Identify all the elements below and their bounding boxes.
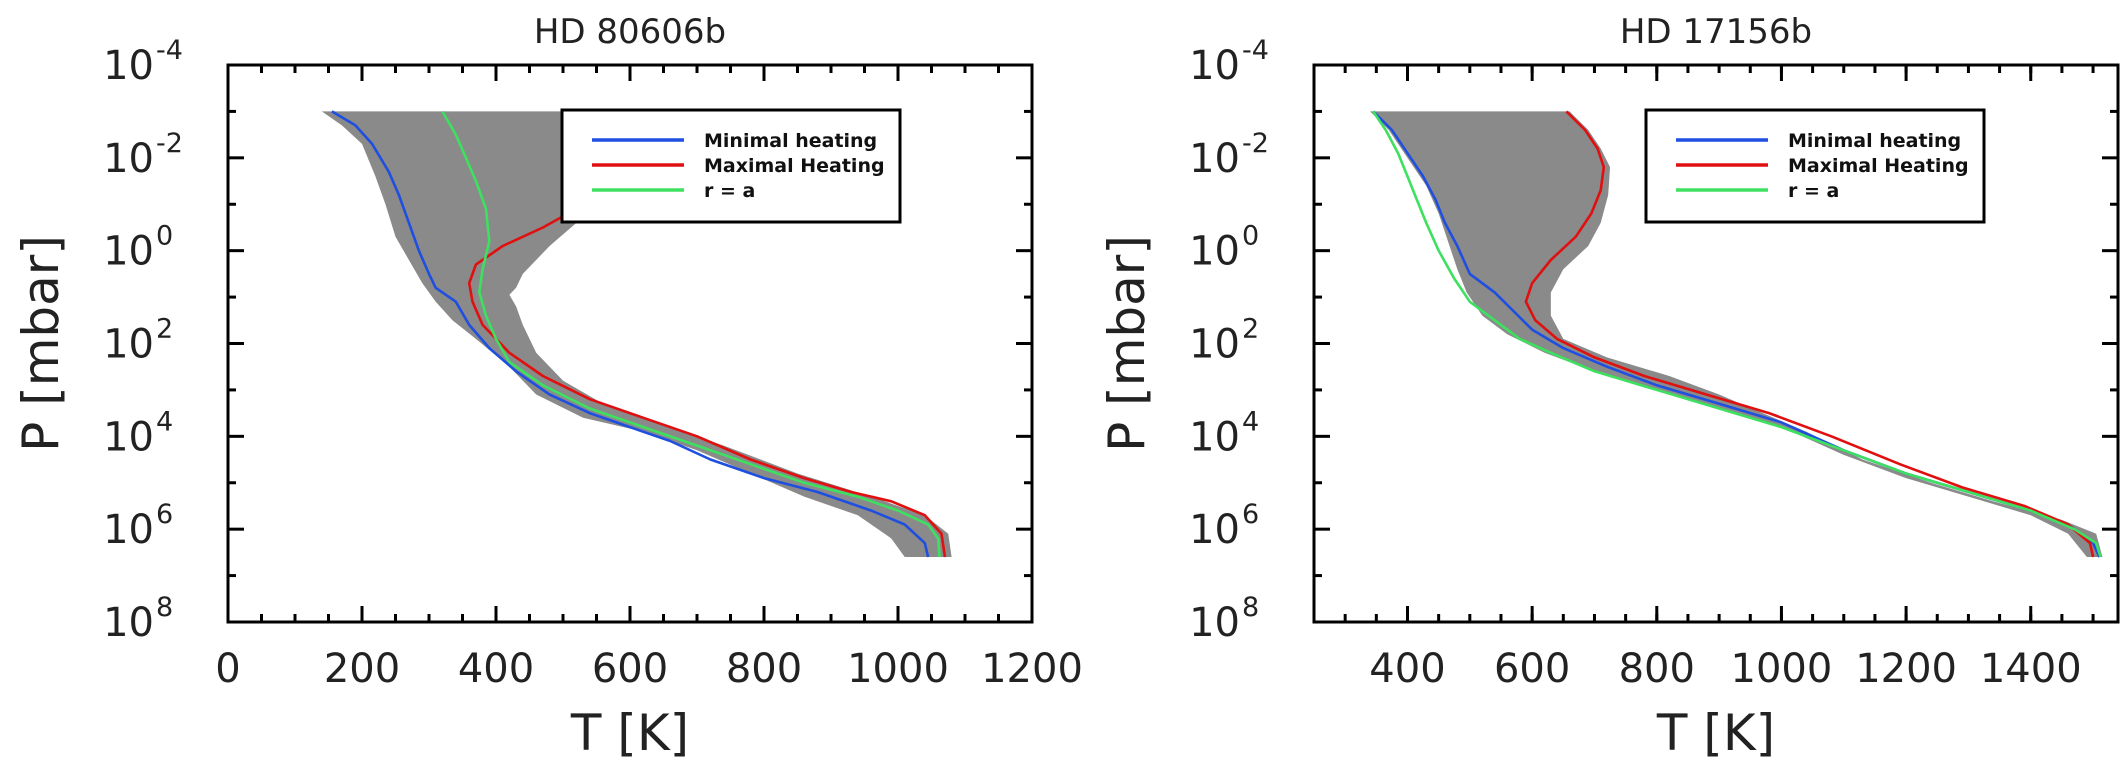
y-tick-exponent: 8 bbox=[156, 592, 173, 623]
y-tick-exponent: -4 bbox=[1242, 35, 1269, 66]
legend-label: Maximal Heating bbox=[1788, 155, 1969, 177]
x-tick-label: 800 bbox=[726, 646, 802, 692]
x-tick-label: 600 bbox=[592, 646, 668, 692]
y-tick-label: 10 bbox=[103, 600, 154, 646]
x-tick-label: 1200 bbox=[981, 646, 1083, 692]
uncertainty-band bbox=[1370, 111, 2103, 558]
y-tick-exponent: 8 bbox=[1242, 592, 1259, 623]
y-tick-exponent: 4 bbox=[156, 406, 173, 437]
x-tick-label: 400 bbox=[1369, 646, 1445, 692]
x-axis-title: T [K] bbox=[570, 704, 689, 762]
x-tick-label: 600 bbox=[1494, 646, 1570, 692]
x-tick-label: 1000 bbox=[847, 646, 949, 692]
series-line-minimal-heating bbox=[331, 110, 930, 558]
series-line-maximal-heating bbox=[1524, 110, 2095, 558]
y-tick-exponent: 2 bbox=[1242, 314, 1259, 345]
legend-label: r = a bbox=[704, 180, 755, 202]
x-tick-label: 1000 bbox=[1731, 646, 1833, 692]
legend: Minimal heating Maximal Heating r = a bbox=[1644, 108, 1986, 224]
y-tick-exponent: 6 bbox=[1242, 499, 1259, 530]
chart-title: HD 80606b bbox=[534, 12, 726, 52]
y-tick-label: 10 bbox=[103, 322, 154, 368]
x-tick-label: 800 bbox=[1619, 646, 1695, 692]
y-tick-label: 10 bbox=[103, 229, 154, 275]
x-tick-label: 400 bbox=[458, 646, 534, 692]
legend-label: Maximal Heating bbox=[704, 155, 885, 177]
x-axis-title: T [K] bbox=[1656, 704, 1775, 762]
y-tick-exponent: 0 bbox=[156, 221, 173, 252]
y-tick-exponent: 4 bbox=[1242, 406, 1259, 437]
y-tick-label: 10 bbox=[1189, 322, 1240, 368]
legend-label: Minimal heating bbox=[1788, 130, 1961, 152]
uncertainty-band bbox=[321, 111, 952, 558]
y-tick-label: 10 bbox=[103, 136, 154, 182]
y-tick-exponent: -4 bbox=[156, 35, 183, 66]
x-tick-label: 0 bbox=[215, 646, 240, 692]
y-tick-label: 10 bbox=[1189, 507, 1240, 553]
y-tick-label: 10 bbox=[103, 43, 154, 89]
y-tick-exponent: 6 bbox=[156, 499, 173, 530]
legend: Minimal heating Maximal Heating r = a bbox=[560, 108, 902, 224]
y-tick-label: 10 bbox=[1189, 229, 1240, 275]
y-tick-label: 10 bbox=[1189, 43, 1240, 89]
y-tick-label: 10 bbox=[1189, 136, 1240, 182]
y-tick-exponent: 0 bbox=[1242, 221, 1259, 252]
y-tick-exponent: -2 bbox=[1242, 128, 1269, 159]
y-axis-title: P [mbar] bbox=[1098, 235, 1156, 452]
legend-label: r = a bbox=[1788, 180, 1839, 202]
y-axis-title: P [mbar] bbox=[12, 235, 70, 452]
series-line-r-a bbox=[1372, 110, 2102, 558]
x-tick-label: 1400 bbox=[1980, 646, 2082, 692]
y-tick-label: 10 bbox=[1189, 600, 1240, 646]
chart-title: HD 17156b bbox=[1620, 12, 1812, 52]
y-tick-label: 10 bbox=[1189, 414, 1240, 460]
y-tick-label: 10 bbox=[103, 414, 154, 460]
x-tick-label: 1200 bbox=[1855, 646, 1957, 692]
y-tick-exponent: 2 bbox=[156, 314, 173, 345]
legend-label: Minimal heating bbox=[704, 130, 877, 152]
series-line-r-a bbox=[441, 110, 941, 558]
x-tick-label: 200 bbox=[324, 646, 400, 692]
y-tick-exponent: -2 bbox=[156, 128, 183, 159]
y-tick-label: 10 bbox=[103, 507, 154, 553]
